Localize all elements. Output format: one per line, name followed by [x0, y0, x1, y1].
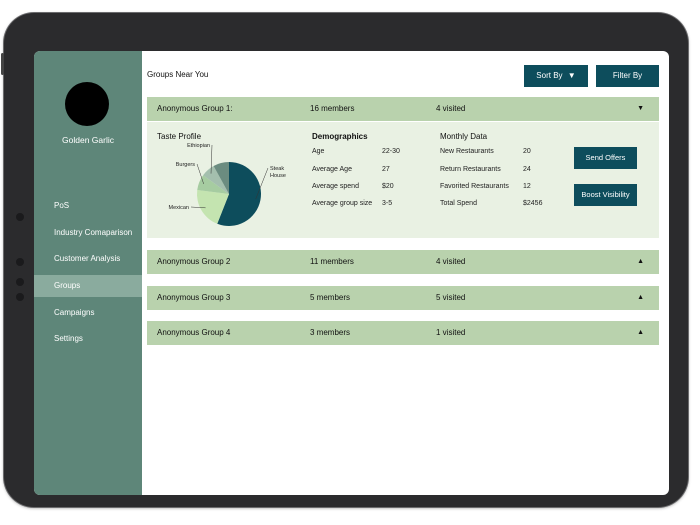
- demographics-label: Age: [312, 148, 325, 155]
- group-name: Anonymous Group 3: [157, 293, 231, 302]
- group-members: 5 members: [310, 293, 351, 302]
- volume-button: [1, 53, 4, 75]
- boost-visibility-button[interactable]: Boost Visibility: [574, 184, 637, 206]
- group-members: 11 members: [310, 257, 354, 266]
- pie-slice-steak-house: [217, 162, 261, 226]
- monthly-value: 24: [523, 166, 531, 173]
- pie-slice-mexican: [197, 189, 229, 224]
- group-name: Anonymous Group 4: [157, 328, 231, 337]
- monthly-data-title: Monthly Data: [440, 132, 488, 141]
- group-row-3[interactable]: Anonymous Group 3 5 members 5 visited ▲: [147, 286, 659, 310]
- pie-leader-line: [255, 167, 269, 200]
- monthly-value: 20: [523, 148, 531, 155]
- caret-down-icon[interactable]: ▼: [637, 105, 644, 112]
- app-screen: Golden Garlic PoS Industry Comaparison C…: [34, 51, 669, 495]
- sidebar-item-pos[interactable]: PoS: [54, 201, 70, 210]
- demographics-value: $20: [382, 183, 394, 190]
- taste-profile-pie-chart: Steak House Mexican Burgers Ethiopian: [169, 143, 286, 226]
- monthly-label: New Restaurants: [440, 148, 494, 155]
- group-visited: 5 visited: [436, 293, 466, 302]
- monthly-value: $2456: [523, 200, 543, 207]
- sort-by-label: Sort By: [536, 71, 563, 80]
- page-title: Groups Near You: [147, 70, 209, 79]
- pie-slice-burgers: [197, 175, 229, 194]
- group-members: 3 members: [310, 328, 351, 337]
- sidebar-item-customer-analysis[interactable]: Customer Analysis: [54, 254, 121, 264]
- monthly-label: Total Spend: [440, 200, 477, 207]
- pie-label: Ethiopian: [187, 143, 210, 149]
- pie-label: Burgers: [176, 162, 196, 168]
- pie-label: Steak House: [270, 166, 286, 179]
- avatar[interactable]: [65, 82, 109, 126]
- send-offers-button[interactable]: Send Offers: [574, 147, 637, 169]
- sidebar-item-settings[interactable]: Settings: [54, 334, 83, 344]
- demographics-label: Average Age: [312, 166, 352, 173]
- monthly-label: Return Restaurants: [440, 166, 501, 173]
- filter-by-button[interactable]: Filter By: [596, 65, 659, 87]
- sort-by-button[interactable]: Sort By ▼: [524, 65, 588, 87]
- group-name: Anonymous Group 1:: [157, 104, 233, 113]
- demographics-value: 3-5: [382, 200, 393, 207]
- group-visited: 4 visited: [436, 257, 466, 266]
- sidebar-item-industry-comparison[interactable]: Industry Comaparison: [54, 227, 133, 237]
- group-detail-panel: Taste Profile Steak House Mexican Burgers Et…: [147, 122, 659, 238]
- caret-up-icon[interactable]: ▲: [637, 329, 644, 336]
- group-visited: 1 visited: [436, 328, 466, 337]
- group-members: 16 members: [310, 104, 355, 113]
- monthly-value: 12: [523, 183, 531, 190]
- tablet-frame: Golden Garlic PoS Industry Comaparison C…: [1, 13, 688, 507]
- main-content: Groups Near You Sort By ▼ Filter By Anon…: [142, 51, 669, 495]
- caret-up-icon[interactable]: ▲: [637, 294, 644, 301]
- caret-up-icon[interactable]: ▲: [637, 258, 644, 265]
- group-row-1[interactable]: Anonymous Group 1: 16 members 4 visited …: [147, 97, 659, 121]
- sidebar: Golden Garlic PoS Industry Comaparison C…: [34, 51, 142, 495]
- pie-leader-line: [190, 206, 206, 209]
- group-visited: 4 visited: [436, 104, 466, 113]
- demographics-value: 22-30: [382, 148, 400, 155]
- monthly-label: Favorited Restaurants: [440, 183, 509, 190]
- demographics-label: Average group size: [312, 200, 373, 207]
- pie-slice-other: [213, 162, 229, 194]
- demographics-label: Average spend: [312, 183, 359, 190]
- pie-leader-line: [210, 144, 213, 174]
- restaurant-name: Golden Garlic: [62, 135, 114, 145]
- pie-label: Mexican: [169, 205, 189, 211]
- group-name: Anonymous Group 2: [157, 257, 231, 266]
- camera-dot: [16, 213, 24, 221]
- demographics-value: 27: [382, 166, 390, 173]
- sidebar-nav: PoS Industry Comaparison Customer Analys…: [34, 195, 142, 355]
- camera-dot: [16, 293, 24, 301]
- camera-dot: [16, 278, 24, 286]
- sidebar-item-groups[interactable]: Groups: [34, 275, 142, 298]
- pie-slice-ethiopian: [203, 165, 229, 194]
- pie-leader-line: [196, 163, 204, 185]
- demographics-title: Demographics: [312, 132, 368, 141]
- taste-profile-title: Taste Profile: [157, 132, 202, 141]
- caret-down-icon: ▼: [567, 71, 576, 80]
- group-row-2[interactable]: Anonymous Group 2 11 members 4 visited ▲: [147, 250, 659, 274]
- group-row-4[interactable]: Anonymous Group 4 3 members 1 visited ▲: [147, 321, 659, 345]
- sidebar-item-campaigns[interactable]: Campaigns: [54, 307, 95, 317]
- camera-dot: [16, 258, 24, 266]
